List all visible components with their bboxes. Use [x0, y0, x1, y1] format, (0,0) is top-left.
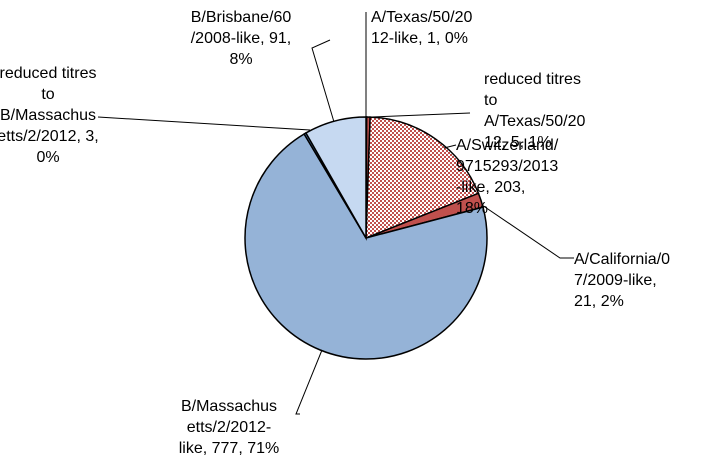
slice-label-line: A/Texas/50/20: [371, 9, 473, 26]
slice-label-line: B/Massachus: [0, 107, 96, 124]
slice-label-line: reduced titres: [484, 71, 581, 88]
slice-label-line: etts/2/2012, 3,: [0, 128, 99, 145]
slice-label-line: 9715293/2013: [456, 158, 558, 175]
slice-label-line: etts/2/2012-: [187, 419, 272, 436]
pie-slice-4: [244, 132, 488, 360]
leader-line-3: [481, 204, 574, 259]
slice-label-line: 18%: [456, 200, 488, 217]
slice-label-line: 21, 2%: [574, 293, 624, 310]
pie-slice-2: [365, 116, 480, 240]
slice-label-line: 7/2009-like,: [574, 272, 657, 289]
slice-label-line: A/California/0: [574, 251, 670, 268]
slice-label-line: like, 777, 71%: [179, 440, 280, 457]
leader-line-5: [97, 116, 311, 131]
leader-line-6: [311, 39, 335, 123]
slice-label-line: /2008-like, 91,: [191, 30, 292, 47]
slice-label-line: B/Brisbane/60: [191, 9, 292, 26]
slice-label-1: reduced titres to A/Texas/50/20 12, 5, 1%: [484, 71, 586, 151]
leader-line-4: [295, 349, 323, 415]
leader-lines: [97, 12, 574, 415]
leader-line-2: [443, 144, 457, 149]
slice-label-3: A/California/0 7/2009-like, 21, 2%: [574, 251, 670, 310]
slice-label-2: A/Switzerland/9715293/2013 -like, 203, 18%: [456, 137, 559, 217]
slice-label-line: B/Massachus: [181, 398, 277, 415]
slice-label-line: 12-like, 1, 0%: [371, 30, 468, 47]
slice-label-5: reduced titres to B/Massachus etts/2/2012, …: [0, 65, 99, 166]
slice-labels: A/Texas/50/20 12-like, 1, 0% reduced titre…: [0, 9, 670, 457]
slice-label-line: to: [41, 86, 54, 103]
slice-label-line: 0%: [36, 149, 59, 166]
slice-label-6: B/Brisbane/60/2008-like, 91, 8%: [191, 9, 292, 68]
slice-label-line: 8%: [229, 51, 252, 68]
slice-label-4: B/Massachus etts/2/2012- like, 777, 71%: [179, 398, 280, 457]
pie-slices: [244, 116, 488, 360]
slice-label-line: -like, 203,: [456, 179, 525, 196]
slice-label-line: A/Texas/50/20: [484, 113, 586, 130]
slice-label-line: reduced titres: [0, 65, 96, 82]
pie-slice-6: [304, 116, 367, 241]
slice-label-line: A/Switzerland/: [456, 137, 559, 154]
leader-line-1: [371, 112, 471, 118]
slice-label-line: to: [484, 92, 497, 109]
slice-label-0: A/Texas/50/20 12-like, 1, 0%: [371, 9, 473, 47]
slice-label-line: 12, 5, 1%: [484, 134, 552, 151]
